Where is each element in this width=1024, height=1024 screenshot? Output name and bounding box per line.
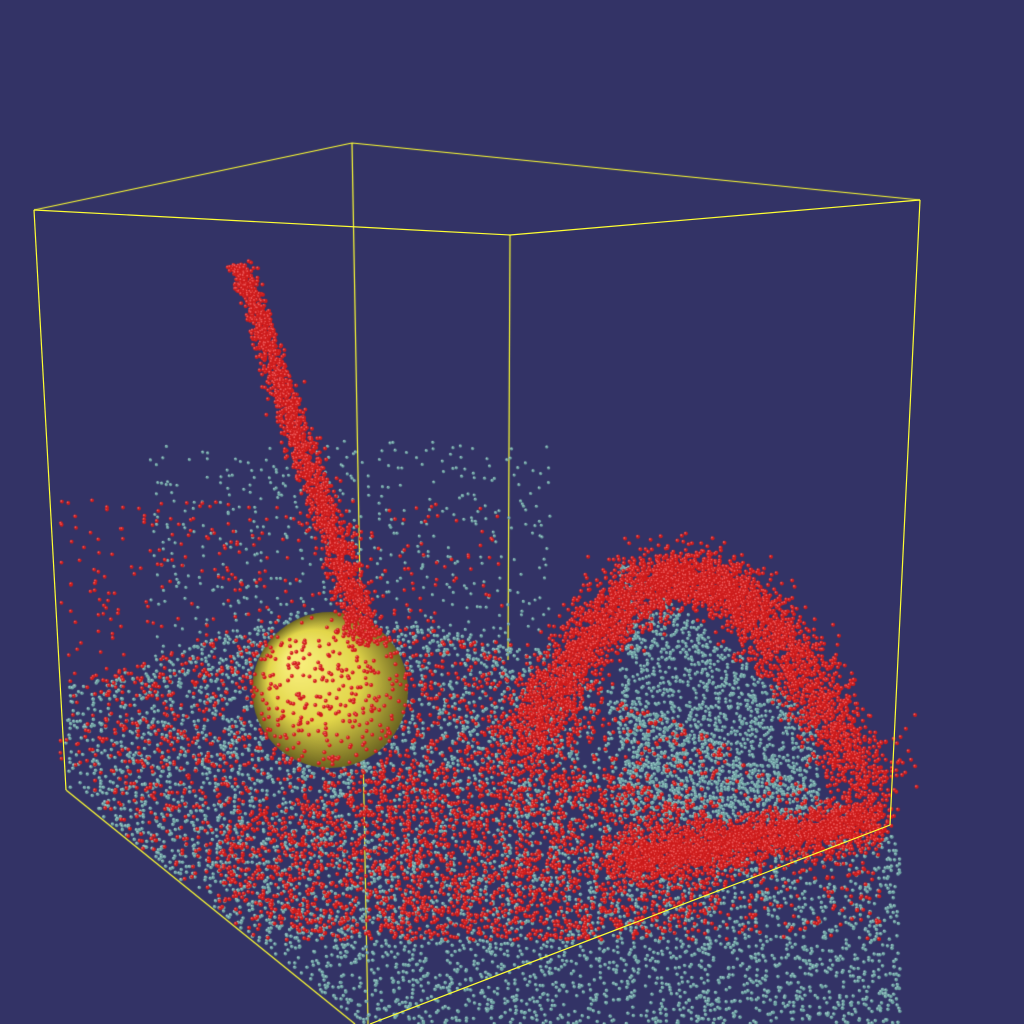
3d-viewport[interactable] [0, 0, 1024, 1024]
particle-render-canvas[interactable] [0, 0, 1024, 1024]
